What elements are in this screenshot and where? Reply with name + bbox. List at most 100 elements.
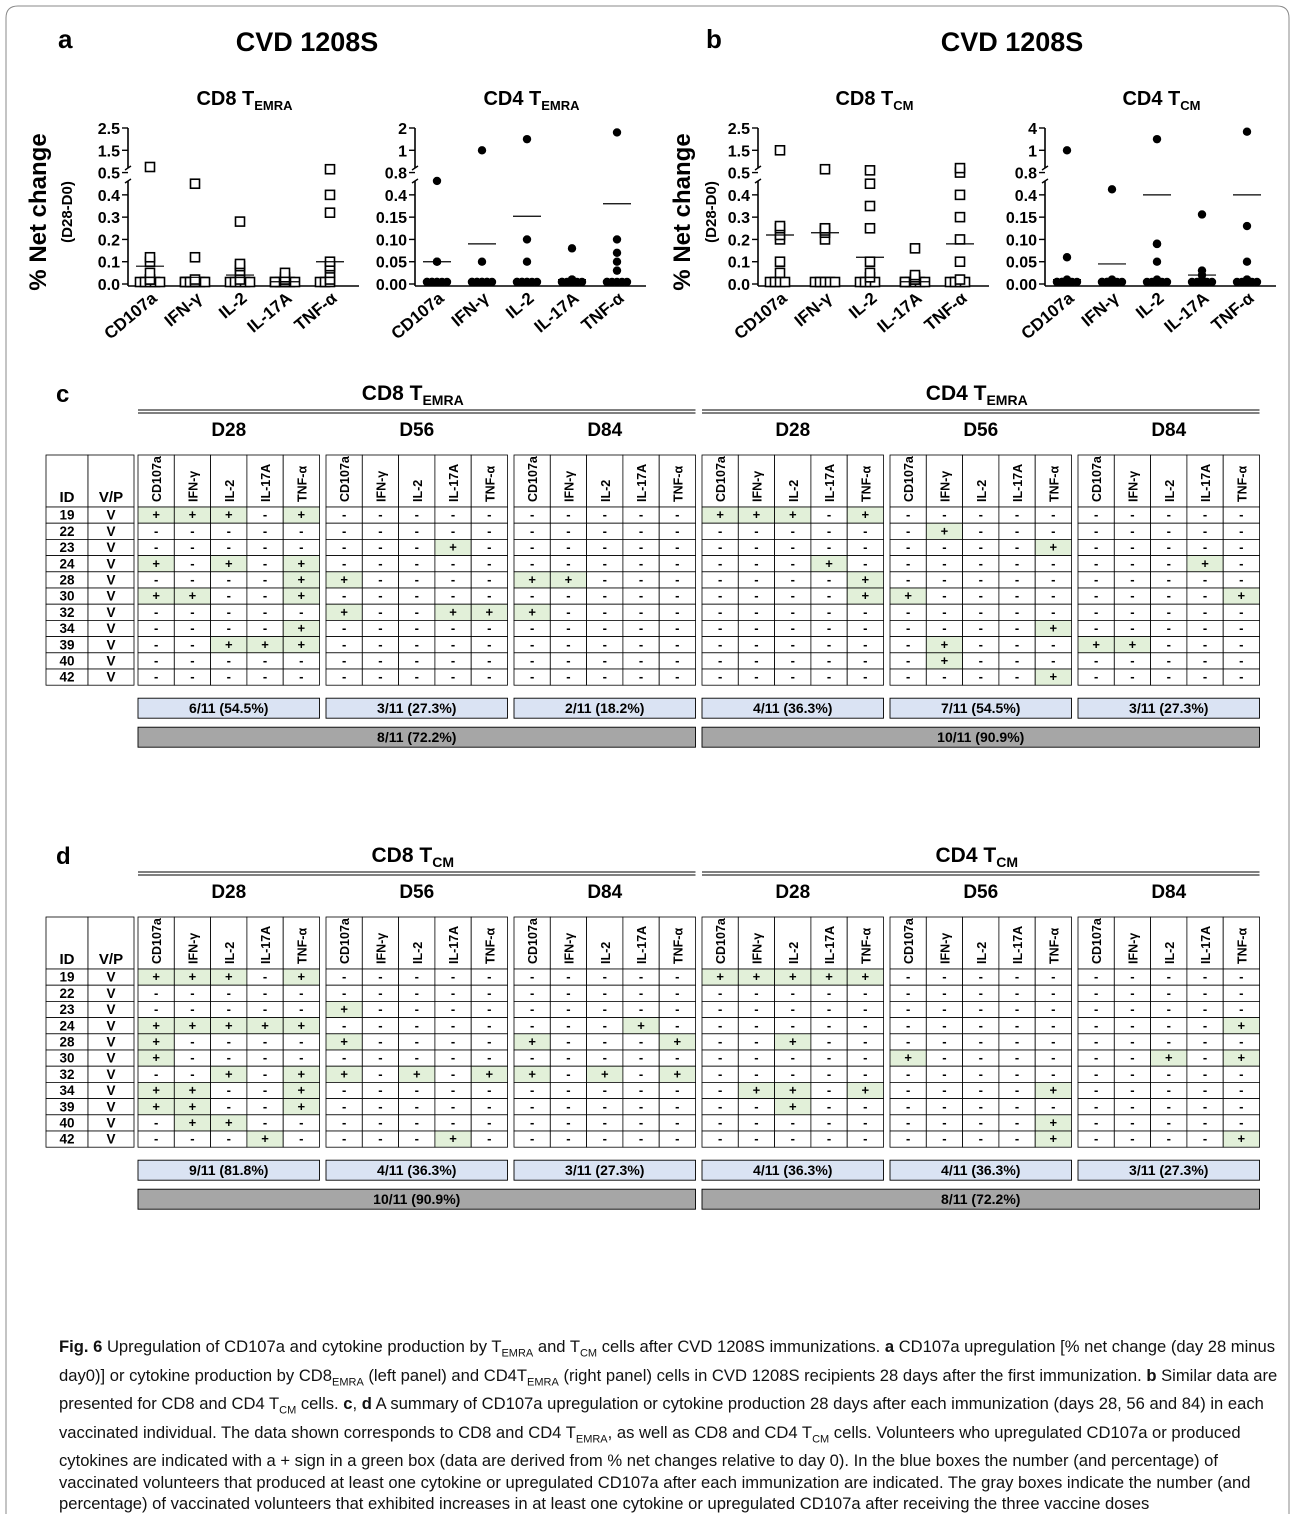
panel-title: CVD 1208S <box>236 27 379 57</box>
header-cell <box>361 454 399 508</box>
cell-value: - <box>1167 985 1171 1000</box>
cell-value: + <box>1238 1050 1246 1065</box>
cell-value: - <box>639 621 643 636</box>
cell-value: + <box>941 653 949 668</box>
day-summary-box <box>325 697 508 719</box>
chart-title: CD8 TCM <box>835 88 913 113</box>
vp-header-cell <box>87 454 135 508</box>
data-point-dot <box>1197 210 1207 219</box>
cell-value: - <box>791 556 795 571</box>
cell-value: + <box>298 1066 306 1081</box>
cell-value: - <box>906 604 910 619</box>
cell-value: - <box>1015 507 1019 522</box>
id-value: 22 <box>59 986 74 1001</box>
cell-value: - <box>1015 1099 1019 1114</box>
cell-value: - <box>378 669 382 684</box>
x-tick-label: CD107a <box>388 288 448 343</box>
column-header: IFN-γ <box>750 471 764 502</box>
cell-value: - <box>942 588 946 603</box>
cell-value: - <box>603 1034 607 1049</box>
cell-value: + <box>225 1115 233 1130</box>
cell-value: - <box>1167 1034 1171 1049</box>
cell-value: + <box>225 1066 233 1081</box>
cell-value: - <box>675 540 679 555</box>
cell-value: - <box>415 621 419 636</box>
cell-value: - <box>1094 1050 1098 1065</box>
cell-value: - <box>863 1034 867 1049</box>
cell-value: + <box>340 572 348 587</box>
cell-value: - <box>530 523 534 538</box>
cell-value: - <box>979 1050 983 1065</box>
cell-value: - <box>227 604 231 619</box>
cell-value: - <box>791 572 795 587</box>
header-cell <box>1113 916 1152 970</box>
cell-value: - <box>675 1002 679 1017</box>
cell-value: - <box>675 985 679 1000</box>
cell-value: - <box>603 969 607 984</box>
y-axis-label: % Net change <box>25 133 52 290</box>
id-header-cell <box>45 454 89 508</box>
cell-value: - <box>639 1002 643 1017</box>
column-header: IL-2 <box>1163 480 1177 502</box>
y-tick-label: 0.4 <box>728 188 750 205</box>
data-point-square <box>954 211 966 223</box>
column-header: IFN-γ <box>562 471 576 502</box>
cell-value: - <box>263 985 267 1000</box>
cell-value: + <box>298 1083 306 1098</box>
day-label: D84 <box>587 882 622 903</box>
cell-value: - <box>1203 1131 1207 1146</box>
day-summary: 7/11 (54.5%) <box>941 700 1020 716</box>
cell-value: - <box>299 669 303 684</box>
column-header: IFN-γ <box>374 471 388 502</box>
id-value: 39 <box>59 1099 74 1114</box>
cell-value: + <box>225 637 233 652</box>
cell-value: - <box>1167 1083 1171 1098</box>
column-header: IL-17A <box>447 926 461 964</box>
cell-value: - <box>906 1002 910 1017</box>
column-header: IL-2 <box>223 942 237 964</box>
cell-value: - <box>1094 604 1098 619</box>
cell-value: + <box>413 1066 421 1081</box>
cell-value: - <box>791 1050 795 1065</box>
data-point-square <box>234 216 246 227</box>
cell-value: - <box>718 1018 722 1033</box>
y-tick-label: 0.4 <box>1015 188 1037 205</box>
header-cell <box>398 454 436 508</box>
cell-value: - <box>827 669 831 684</box>
cell-value: - <box>718 1002 722 1017</box>
cell-value: - <box>639 653 643 668</box>
cell-value: - <box>827 588 831 603</box>
column-header: IL-2 <box>975 942 989 964</box>
id-value: 19 <box>59 508 74 523</box>
cell-value: - <box>190 1050 194 1065</box>
chart-title-subscript: CM <box>1180 98 1200 113</box>
cell-value: - <box>718 985 722 1000</box>
cell-value: - <box>1239 507 1243 522</box>
column-header: TNF-α <box>671 928 685 964</box>
cell-value: + <box>449 1131 457 1146</box>
cell-value: - <box>791 985 795 1000</box>
cell-value: - <box>1239 637 1243 652</box>
id-value: 24 <box>59 1018 75 1033</box>
panel-letter: c <box>56 381 69 408</box>
cell-value: - <box>639 637 643 652</box>
cell-value: - <box>342 1115 346 1130</box>
cell-value: - <box>1130 1050 1134 1065</box>
cell-value: + <box>528 604 536 619</box>
data-point-square <box>829 276 841 288</box>
day-summary-box <box>889 1159 1072 1181</box>
cell-value: - <box>718 523 722 538</box>
cell-value: - <box>378 1018 382 1033</box>
positive-cell <box>1034 668 1072 686</box>
data-point-dot <box>1242 221 1252 231</box>
data-point-square <box>144 251 156 263</box>
data-point-square <box>279 267 291 279</box>
cell-value: - <box>1015 1018 1019 1033</box>
data-point-square <box>909 269 921 281</box>
cell-value: - <box>603 1099 607 1114</box>
day-summary-box <box>513 697 696 719</box>
cell-value: - <box>942 621 946 636</box>
cell-value: - <box>942 1034 946 1049</box>
positive-cell <box>1034 1130 1072 1148</box>
cell-value: - <box>1130 604 1134 619</box>
